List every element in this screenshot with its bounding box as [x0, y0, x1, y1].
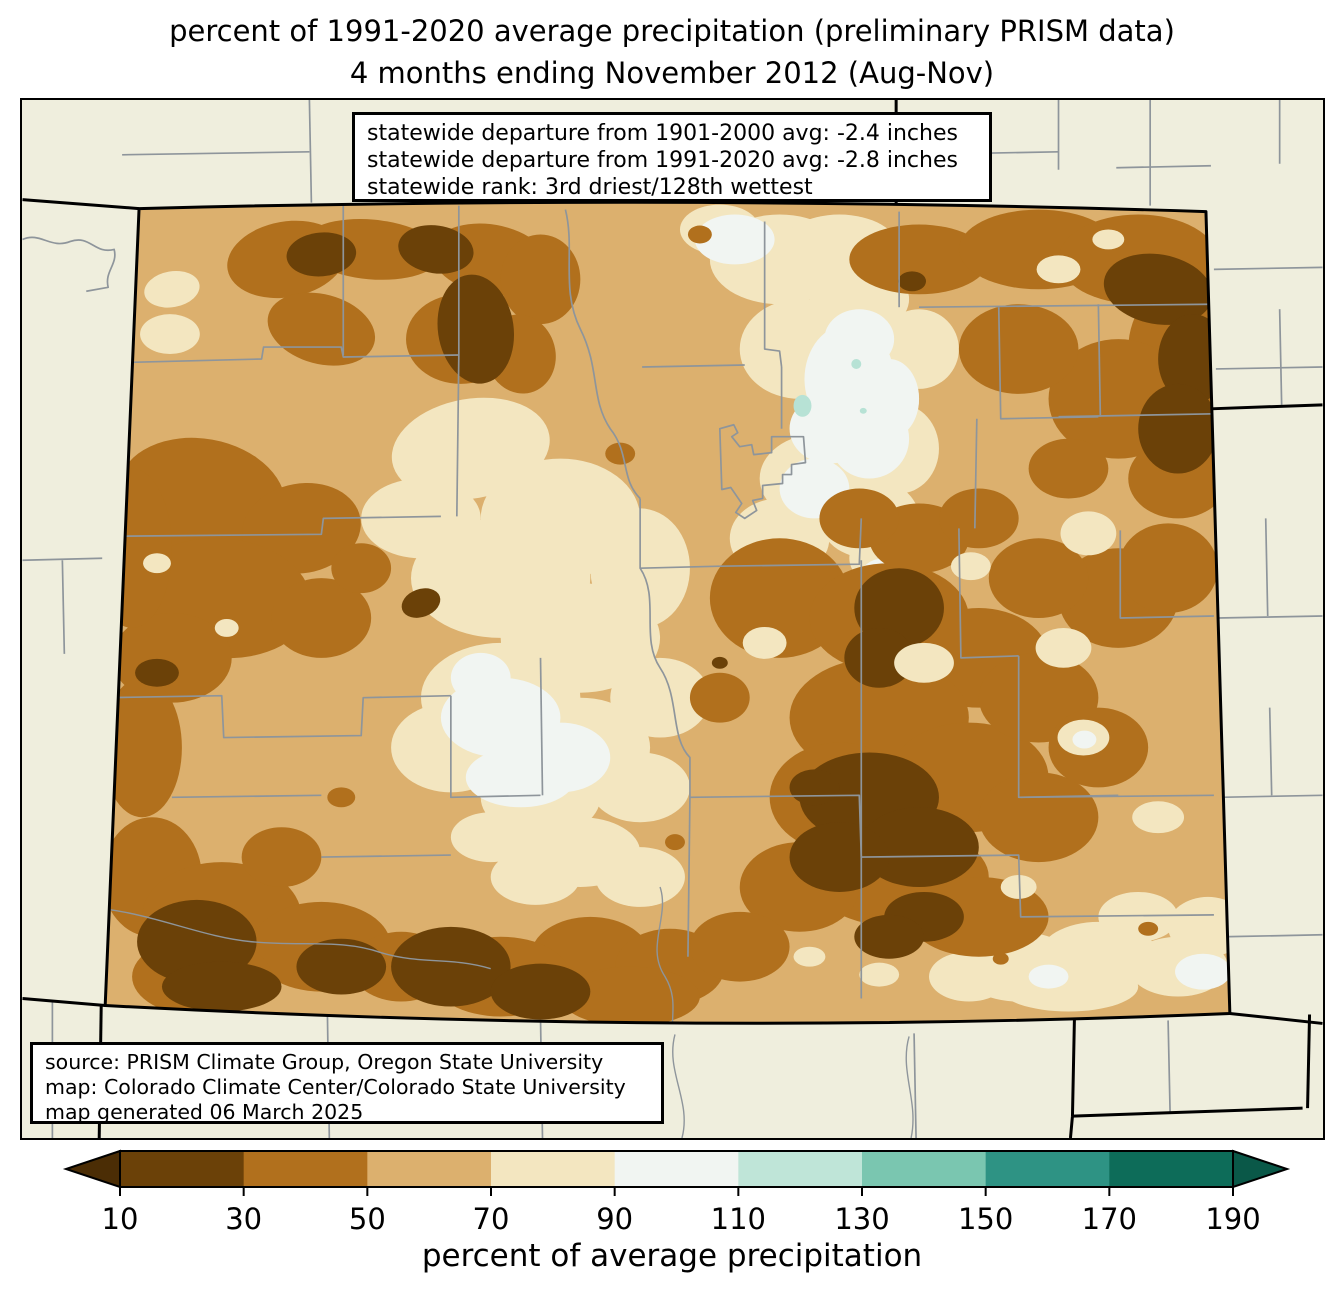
colorbar-segment — [243, 1151, 368, 1187]
colorbar-segment — [491, 1151, 616, 1187]
colorbar-tick-label: 130 — [834, 1202, 889, 1236]
title-line-2: 4 months ending November 2012 (Aug-Nov) — [349, 56, 995, 90]
source-box: source: PRISM Climate Group, Oregon Stat… — [30, 1042, 664, 1124]
contour-90-110 — [440, 214, 1230, 990]
colorbar-title: percent of average precipitation — [421, 1238, 923, 1274]
river-lines-outside — [672, 1034, 914, 1138]
colorbar-under-arrow — [62, 1149, 121, 1189]
source-line-1: source: PRISM Climate Group, Oregon Stat… — [45, 1050, 604, 1074]
colorado-precipitation-map — [22, 100, 1323, 1138]
colorbar-tick-label: 70 — [473, 1202, 510, 1236]
colorbar-segment — [1109, 1151, 1234, 1187]
colorbar-tick-label: 190 — [1205, 1202, 1260, 1236]
colorado-county-lines — [105, 203, 1214, 999]
statewide-stats-box: statewide departure from 1901-2000 avg: … — [352, 112, 992, 202]
colorbar-over-arrow — [1232, 1149, 1291, 1189]
colorbar-segment — [862, 1151, 987, 1187]
colorbar-segment — [985, 1151, 1110, 1187]
stat-line-3: statewide rank: 3rd driest/128th wettest — [367, 175, 813, 200]
source-line-3: map generated 06 March 2025 — [45, 1100, 364, 1124]
contour-110-130 — [793, 359, 867, 417]
colorbar-tick-label: 150 — [958, 1202, 1013, 1236]
colorbar-tick-label: 50 — [349, 1202, 386, 1236]
stat-line-2: statewide departure from 1991-2020 avg: … — [367, 148, 958, 173]
colorbar-tick-label: 90 — [596, 1202, 633, 1236]
page-title: percent of 1991-2020 average precipitati… — [0, 10, 1344, 94]
colorbar-outline — [119, 1150, 1234, 1188]
colorbar-segment — [738, 1151, 863, 1187]
colorbar: 10 30 50 70 90 110 130 150 170 190 — [0, 1145, 1344, 1245]
colorbar-tick-label: 170 — [1082, 1202, 1137, 1236]
title-line-1: percent of 1991-2020 average precipitati… — [169, 14, 1175, 48]
colorbar-segment — [120, 1151, 245, 1187]
colorbar-segment — [367, 1151, 492, 1187]
colorbar-segment — [614, 1151, 739, 1187]
colorbar-svg: 10 30 50 70 90 110 130 150 170 190 — [62, 1149, 1291, 1236]
stat-line-1: statewide departure from 1901-2000 avg: … — [367, 121, 958, 146]
map-frame — [20, 98, 1325, 1140]
precipitation-contours — [105, 202, 1230, 1024]
colorbar-tick-label: 110 — [711, 1202, 766, 1236]
source-line-2: map: Colorado Climate Center/Colorado St… — [45, 1075, 626, 1099]
colorado-state-border — [103, 200, 1232, 1025]
colorbar-tick-label: 30 — [225, 1202, 262, 1236]
river-lines — [105, 886, 676, 1024]
contour-pockets — [143, 229, 1125, 987]
colorbar-tick-label: 10 — [102, 1202, 139, 1236]
